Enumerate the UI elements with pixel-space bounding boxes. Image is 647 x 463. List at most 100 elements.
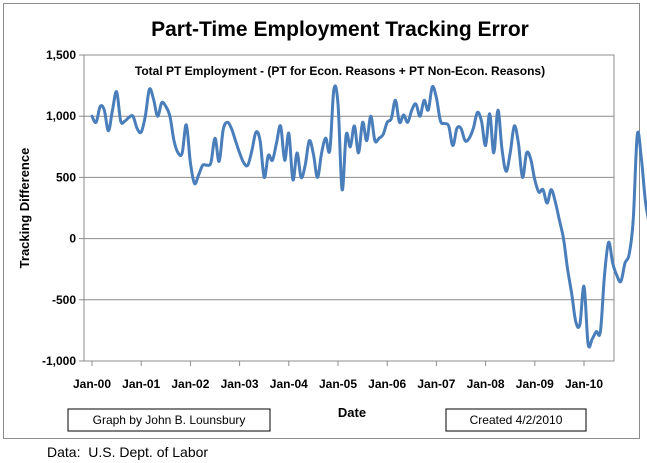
data-point bbox=[493, 152, 495, 154]
data-point bbox=[99, 105, 101, 108]
data-point bbox=[599, 330, 602, 333]
author-note-box bbox=[67, 408, 271, 432]
data-point bbox=[333, 88, 335, 91]
data-point bbox=[484, 144, 487, 147]
chart-frame bbox=[3, 3, 640, 439]
data-point bbox=[234, 139, 237, 142]
y-axis-label: Tracking Difference bbox=[17, 148, 32, 269]
data-point bbox=[509, 152, 512, 154]
plot-area-border bbox=[83, 54, 615, 362]
data-point bbox=[525, 152, 528, 154]
data-point bbox=[324, 137, 327, 139]
data-point bbox=[624, 262, 626, 264]
data-point bbox=[304, 164, 307, 166]
x-axis-ticks: Jan-00 Jan-01 Jan-02 Jan-03 Jan-04 Jan-05 Jan-… bbox=[73, 361, 603, 391]
data-point bbox=[476, 111, 479, 114]
y-tick-label: 0 bbox=[69, 232, 76, 246]
data-point bbox=[255, 131, 257, 133]
data-point bbox=[218, 160, 220, 163]
data-point bbox=[242, 161, 245, 164]
chart-title: Part-Time Employment Tracking Error bbox=[151, 18, 529, 41]
data-point bbox=[447, 125, 450, 127]
data-point bbox=[361, 121, 364, 124]
data-point bbox=[140, 131, 142, 133]
data-point bbox=[583, 285, 585, 288]
data-point bbox=[165, 105, 167, 108]
data-point bbox=[296, 152, 298, 154]
data-point bbox=[468, 137, 471, 139]
data-point bbox=[415, 103, 417, 105]
grid-lines bbox=[84, 115, 614, 301]
y-tick-label: 1,500 bbox=[46, 48, 76, 62]
data-point bbox=[275, 142, 278, 144]
data-point bbox=[312, 153, 315, 155]
data-point bbox=[181, 152, 183, 154]
data-point bbox=[390, 117, 393, 120]
data-point bbox=[263, 176, 266, 179]
data-point bbox=[616, 274, 618, 277]
data-point bbox=[320, 152, 323, 154]
data-point bbox=[538, 191, 540, 193]
data-point bbox=[292, 179, 294, 181]
created-note-box bbox=[445, 408, 587, 432]
x-tick-label: Jan-03 bbox=[221, 377, 259, 391]
data-point bbox=[226, 121, 229, 124]
data-point bbox=[640, 158, 643, 160]
y-tick-label: -1,000 bbox=[42, 354, 76, 368]
data-point bbox=[91, 115, 93, 117]
data-point bbox=[115, 90, 118, 93]
author-note: Graph by John B. Lounsbury bbox=[93, 413, 246, 427]
x-tick-label: Jan-02 bbox=[171, 377, 209, 391]
data-point bbox=[341, 188, 343, 191]
data-point bbox=[497, 109, 499, 111]
data-point bbox=[632, 219, 634, 221]
data-point bbox=[177, 152, 179, 154]
data-point bbox=[156, 115, 159, 117]
data-point bbox=[513, 125, 516, 127]
data-point bbox=[349, 146, 352, 148]
data-point bbox=[501, 148, 503, 150]
x-tick-label: Jan-05 bbox=[319, 377, 357, 391]
data-point bbox=[378, 137, 380, 139]
data-point bbox=[402, 114, 405, 116]
series-line bbox=[90, 84, 647, 349]
x-tick-label: Jan-09 bbox=[516, 377, 554, 391]
data-point bbox=[542, 188, 544, 191]
y-tick-label: 500 bbox=[56, 170, 76, 184]
data-point bbox=[591, 338, 593, 340]
data-point bbox=[185, 124, 188, 126]
data-point bbox=[119, 120, 122, 122]
data-point bbox=[456, 127, 458, 130]
data-point bbox=[210, 161, 212, 164]
data-point bbox=[283, 159, 286, 162]
y-axis-ticks: 1,500 1,000 500 0 -500 -1,000 bbox=[42, 48, 84, 368]
data-point bbox=[443, 122, 446, 125]
data-point bbox=[374, 139, 376, 142]
data-point bbox=[271, 159, 274, 162]
data-point bbox=[230, 127, 233, 130]
data-point bbox=[308, 139, 311, 142]
data-point bbox=[128, 116, 130, 119]
data-point bbox=[439, 120, 442, 122]
data-point bbox=[534, 179, 536, 181]
data-point bbox=[546, 202, 548, 204]
data-point bbox=[279, 125, 282, 127]
data-point bbox=[197, 174, 200, 176]
y-tick-label: 1,000 bbox=[46, 109, 76, 123]
data-point bbox=[620, 280, 622, 283]
chart-subtitle: Total PT Employment - (PT for Econ. Reas… bbox=[135, 64, 545, 78]
data-point bbox=[411, 109, 413, 111]
x-tick-label: Jan-10 bbox=[565, 377, 603, 391]
x-tick-label: Jan-07 bbox=[417, 377, 455, 391]
data-point bbox=[480, 120, 483, 122]
data-point bbox=[357, 152, 360, 154]
data-point bbox=[644, 201, 647, 203]
data-point bbox=[406, 121, 409, 124]
data-points bbox=[91, 86, 647, 345]
data-point bbox=[148, 88, 151, 91]
data-point bbox=[595, 330, 598, 333]
data-point bbox=[636, 133, 639, 136]
data-point bbox=[95, 121, 97, 124]
data-point bbox=[173, 139, 175, 142]
data-point bbox=[452, 144, 454, 147]
